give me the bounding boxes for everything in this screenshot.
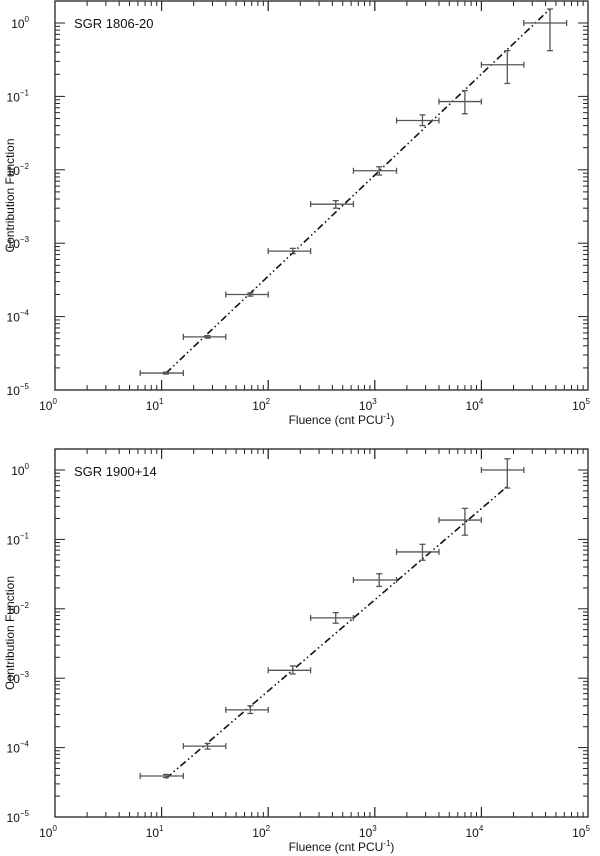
x-tick-label: 101 [146, 397, 164, 413]
y-tick-label: 10−5 [7, 382, 30, 398]
data-point [309, 199, 355, 209]
y-tick-label: 100 [11, 15, 29, 31]
data-point [395, 114, 440, 127]
data-point [267, 665, 312, 675]
data-point [225, 705, 269, 715]
data-point [267, 247, 312, 255]
x-tick-label: 105 [572, 824, 590, 840]
fit-line [165, 485, 508, 780]
data-point [438, 507, 483, 536]
data-point [438, 89, 483, 115]
chart-sgr-1806-20: 100 101 102 103 104 10510010−110−210−310−410−… [3, 0, 590, 427]
x-tick-label: 103 [359, 397, 377, 413]
data-point [139, 370, 185, 377]
x-tick-label: 101 [146, 824, 164, 840]
chart-sgr-1900-14: 100 101 102 103 104 10510010−110−210−310−410−… [3, 448, 590, 854]
x-tick-label: 105 [572, 397, 590, 413]
data-point [309, 612, 355, 624]
data-point [352, 166, 398, 176]
y-tick-label: 10−4 [7, 309, 30, 325]
panel-title: SGR 1900+14 [74, 464, 157, 479]
plot-frame [54, 448, 589, 818]
x-tick-label: 102 [252, 397, 270, 413]
data-point [139, 772, 185, 779]
data-point [523, 8, 568, 52]
panel-title: SGR 1806-20 [74, 16, 154, 31]
y-tick-label: 10−1 [7, 88, 30, 104]
data-point [182, 333, 227, 340]
x-axis-label: Fluence (cnt PCU-1) [289, 412, 395, 427]
x-axis-label: Fluence (cnt PCU-1) [289, 839, 395, 854]
data-point [182, 742, 227, 750]
plot-frame [54, 0, 589, 391]
y-tick-label: 10−4 [7, 740, 30, 756]
y-tick-label: 100 [11, 462, 29, 478]
x-tick-label: 102 [252, 824, 270, 840]
x-tick-label: 100 [39, 397, 57, 413]
y-tick-label: 10−1 [7, 531, 30, 547]
y-tick-label: 10−5 [7, 809, 30, 825]
data-point [352, 573, 398, 588]
x-tick-label: 103 [359, 824, 377, 840]
x-tick-label: 104 [465, 824, 483, 840]
x-tick-label: 100 [39, 824, 57, 840]
data-point [395, 543, 440, 561]
data-point [480, 50, 525, 85]
data-point [225, 291, 269, 298]
data-point [480, 458, 525, 489]
y-axis-label: Contribution Function [3, 138, 17, 252]
x-tick-label: 104 [465, 397, 483, 413]
y-axis-label: Contribution Function [3, 576, 17, 690]
fit-line [165, 8, 551, 374]
